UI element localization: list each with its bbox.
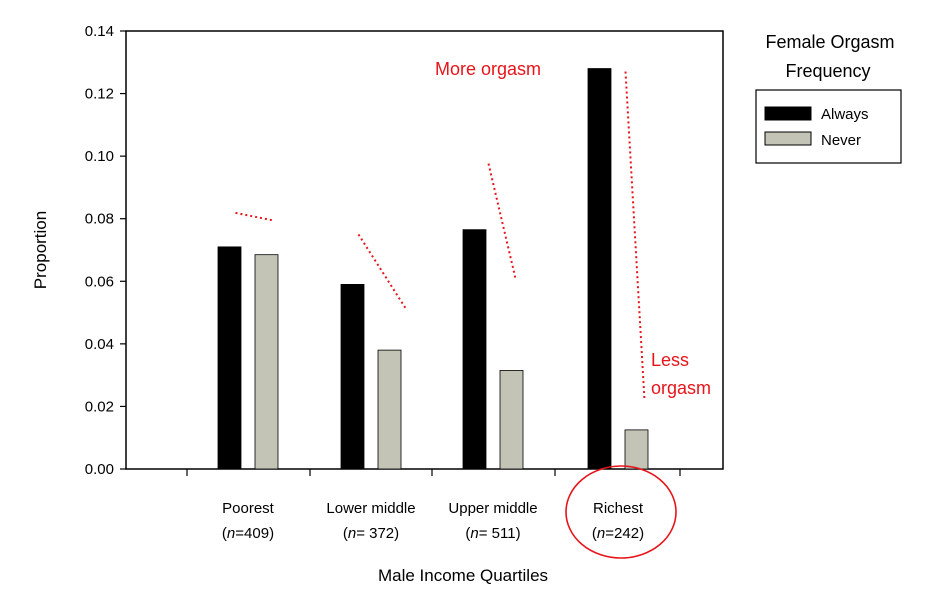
legend: Female Orgasm Frequency Always Never [755, 32, 902, 164]
y-axis: 0.00 0.02 0.04 0.06 0.08 0.10 0.12 0.14 [85, 23, 126, 478]
y-tick-label: 0.10 [85, 148, 114, 165]
annotation-orgasm: orgasm [651, 378, 711, 398]
bar-always-1 [340, 284, 365, 470]
richest-highlight-circle [565, 465, 677, 559]
x-axis: Poorest (n=409) Lower middle (n= 372) Upper … [186, 469, 681, 542]
y-tick-label: 0.04 [85, 336, 114, 353]
x-category-count: (n= 511) [465, 525, 520, 542]
y-tick-label: 0.14 [85, 23, 114, 40]
y-tick-label: 0.08 [85, 211, 114, 228]
trend-line [357, 233, 407, 309]
bar-never-3 [624, 429, 649, 470]
legend-title-line1: Female Orgasm [765, 32, 894, 52]
y-tick-label: 0.06 [85, 273, 114, 290]
legend-entry-never: Never [821, 132, 861, 149]
legend-entry-always: Always [821, 106, 869, 123]
y-axis-title: Proportion [31, 211, 50, 289]
plot-frame [125, 30, 724, 470]
trend-lines [235, 71, 646, 400]
bar-never-2 [499, 370, 524, 470]
bars [217, 68, 649, 470]
x-category-count: (n= 372) [343, 525, 399, 542]
bar-always-3 [587, 68, 612, 470]
x-category-count: (n=409) [222, 525, 274, 542]
x-axis-title: Male Income Quartiles [378, 566, 548, 585]
x-category-label: Poorest [222, 500, 275, 517]
trend-line [235, 211, 275, 222]
x-category-count: (n=242) [592, 525, 644, 542]
trend-line [624, 71, 646, 400]
bar-never-1 [377, 349, 402, 470]
bar-never-0 [254, 254, 279, 470]
trend-line [487, 163, 517, 279]
legend-swatch-always [764, 106, 812, 121]
x-category-label: Upper middle [448, 500, 537, 517]
annotation-more-orgasm: More orgasm [435, 59, 541, 79]
x-category-label: Lower middle [326, 500, 415, 517]
y-tick-label: 0.02 [85, 398, 114, 415]
x-category-label: Richest [593, 500, 644, 517]
legend-swatch-never [764, 131, 812, 146]
y-tick-label: 0.12 [85, 86, 114, 103]
legend-box [755, 89, 902, 164]
legend-title-line2: Frequency [785, 61, 870, 81]
annotation-less: Less [651, 350, 689, 370]
bar-always-2 [462, 229, 487, 470]
bar-always-0 [217, 246, 242, 470]
y-tick-label: 0.00 [85, 461, 114, 478]
